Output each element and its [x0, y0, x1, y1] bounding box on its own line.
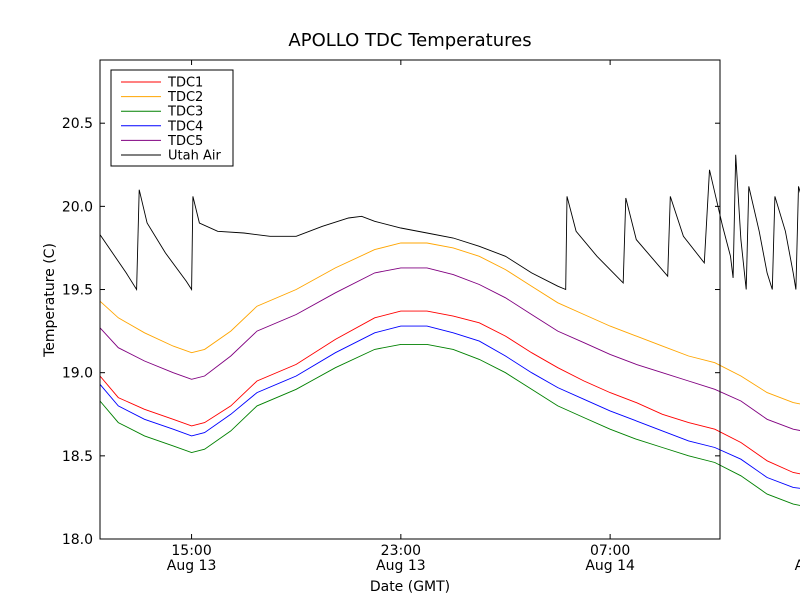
y-tick-label: 19.5 — [62, 283, 93, 299]
x-tick-label-date: Aug 14 — [585, 558, 635, 574]
y-tick-label: 18.5 — [62, 449, 93, 465]
series-line-utah-air — [99, 154, 800, 292]
plot-area-frame — [99, 59, 721, 540]
legend-label: TDC4 — [167, 119, 203, 134]
series-line-tdc5 — [99, 267, 800, 431]
x-tick-label-time: 23:00 — [381, 543, 421, 559]
x-tick-label-time: 15:00 — [171, 543, 211, 559]
x-tick-label-date: Aug 13 — [376, 558, 426, 574]
y-tick-label: 20.0 — [62, 199, 93, 215]
chart-title: APOLLO TDC Temperatures — [288, 30, 531, 51]
x-tick-label-time: 07:00 — [590, 543, 630, 559]
legend-label: TDC3 — [167, 105, 203, 120]
y-tick-label: 20.5 — [62, 116, 93, 132]
x-tick-label-date: Aug 14 — [795, 558, 800, 574]
legend-label: Utah Air — [168, 149, 221, 164]
series-line-tdc2 — [99, 242, 800, 405]
series-line-tdc1 — [99, 310, 800, 475]
series-line-tdc3 — [99, 343, 800, 506]
legend-label: TDC2 — [167, 90, 203, 105]
x-axis-label: Date (GMT) — [370, 579, 450, 595]
y-axis-label: Temperature (C) — [42, 243, 58, 358]
legend-box — [110, 69, 234, 167]
legend-label: TDC5 — [167, 134, 203, 149]
series-layer — [99, 154, 800, 506]
x-tick-label-date: Aug 13 — [167, 558, 217, 574]
legend-label: TDC1 — [167, 76, 203, 91]
y-tick-label: 19.0 — [62, 366, 93, 382]
series-line-tdc4 — [99, 325, 800, 489]
y-tick-label: 18.0 — [62, 532, 93, 548]
